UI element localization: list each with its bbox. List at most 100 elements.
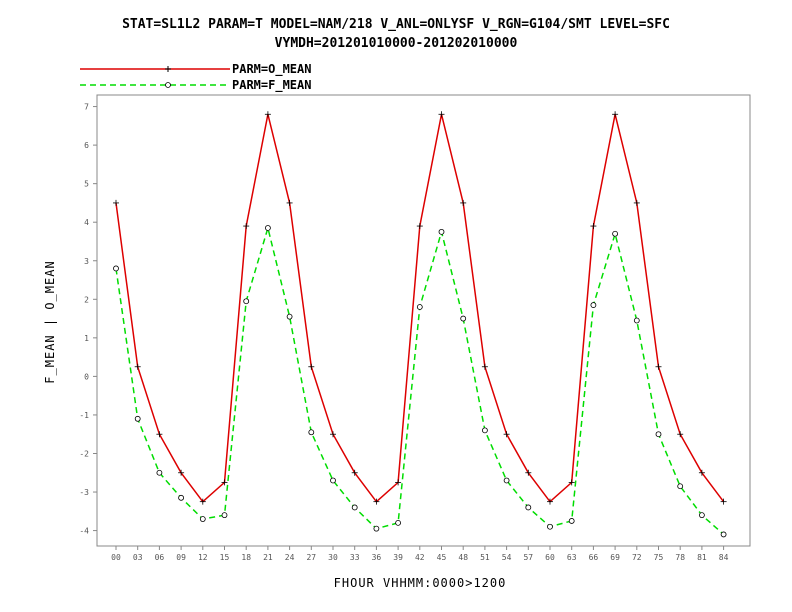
x-tick-label: 36: [372, 553, 382, 562]
data-point-o-mean: [568, 479, 575, 486]
x-tick-label: 09: [176, 553, 186, 562]
x-tick-label: 63: [567, 553, 577, 562]
data-point-f-mean: [460, 315, 467, 322]
y-tick-label: 3: [84, 257, 89, 266]
data-point-o-mean: [221, 479, 228, 486]
y-tick-label: -1: [79, 411, 89, 420]
y-tick-label: 2: [84, 295, 89, 304]
x-tick-label: 69: [610, 553, 620, 562]
data-point-f-mean: [547, 523, 553, 530]
x-tick-label: 48: [458, 553, 468, 562]
x-tick-label: 84: [719, 553, 729, 562]
data-point-o-mean: [677, 431, 684, 438]
data-point-o-mean: [590, 223, 597, 230]
data-point-f-mean: [568, 518, 575, 524]
x-tick-label: 12: [198, 553, 208, 562]
data-point-f-mean: [481, 427, 488, 434]
x-tick-label: 51: [480, 553, 490, 562]
data-point-f-mean: [677, 483, 684, 490]
data-point-o-mean: [633, 199, 640, 206]
x-tick-label: 60: [545, 553, 555, 562]
y-tick-label: 4: [84, 218, 89, 227]
data-point-f-mean: [134, 415, 141, 422]
data-point-o-mean: [416, 223, 423, 230]
y-tick-label: 7: [84, 103, 89, 112]
legend-label-o-mean: PARM=O_MEAN: [232, 62, 312, 76]
x-tick-label: 72: [632, 553, 642, 562]
x-tick-label: 57: [523, 553, 533, 562]
data-point-o-mean: [612, 111, 619, 118]
data-point-o-mean: [481, 363, 488, 370]
x-tick-label: 24: [285, 553, 295, 562]
data-point-f-mean: [633, 317, 640, 324]
data-point-f-mean: [655, 431, 662, 438]
data-point-o-mean: [243, 223, 250, 230]
legend-line-f-mean: [80, 82, 230, 88]
data-point-o-mean: [330, 431, 336, 438]
data-point-o-mean: [351, 469, 358, 476]
data-point-o-mean: [438, 111, 445, 118]
data-point-o-mean: [308, 363, 315, 370]
y-tick-label: 5: [84, 180, 89, 189]
data-point-f-mean: [243, 298, 250, 305]
data-point-f-mean: [590, 302, 597, 308]
data-point-o-mean: [373, 498, 380, 505]
data-point-f-mean: [199, 516, 206, 522]
y-tick-label: -4: [79, 527, 89, 536]
x-tick-label: 18: [241, 553, 251, 562]
data-point-f-mean: [416, 304, 423, 310]
chart-title: STAT=SL1L2 PARAM=T MODEL=NAM/218 V_ANL=O…: [122, 17, 670, 32]
x-tick-label: 39: [393, 553, 403, 562]
data-point-f-mean: [503, 477, 510, 484]
x-axis-label: FHOUR VHHMM:0000>1200: [333, 576, 507, 590]
x-tick-label: 21: [263, 553, 273, 562]
data-point-o-mean: [720, 498, 727, 505]
data-point-o-mean: [134, 363, 141, 370]
x-tick-label: 03: [133, 553, 143, 562]
x-tick-label: 06: [155, 553, 165, 562]
x-tick-label: 81: [697, 553, 707, 562]
x-tick-label: 00: [111, 553, 121, 562]
data-point-f-mean: [612, 230, 618, 237]
data-point-f-mean: [373, 525, 380, 532]
data-point-f-mean: [264, 225, 271, 231]
chart-subtitle: VYMDH=201201010000-201202010000: [274, 36, 518, 51]
y-tick-label: 1: [84, 334, 89, 343]
data-point-f-mean: [395, 519, 402, 526]
data-point-f-mean: [525, 504, 532, 511]
data-point-o-mean: [199, 498, 206, 505]
y-axis-label: F_MEAN | O_MEAN: [43, 260, 57, 384]
x-tick-label: 45: [437, 553, 447, 562]
data-point-o-mean: [178, 469, 185, 476]
data-point-f-mean: [699, 512, 705, 519]
plot-frame: [96, 94, 751, 547]
data-point-o-mean: [395, 479, 402, 486]
x-tick-label: 78: [675, 553, 685, 562]
x-tick-label: 42: [415, 553, 425, 562]
x-tick-label: 30: [328, 553, 338, 562]
data-point-f-mean: [113, 265, 119, 272]
y-tick-label: 6: [84, 141, 89, 150]
legend-line-o-mean: [80, 66, 230, 72]
data-point-f-mean: [330, 477, 336, 484]
data-point-f-mean: [286, 313, 293, 320]
data-point-o-mean: [113, 199, 119, 206]
data-point-o-mean: [547, 498, 553, 505]
data-point-f-mean: [221, 512, 228, 519]
data-point-o-mean: [286, 199, 293, 206]
x-tick-label: 33: [350, 553, 360, 562]
x-tick-label: 27: [306, 553, 316, 562]
data-point-o-mean: [525, 469, 532, 476]
data-point-o-mean: [503, 431, 510, 438]
x-tick-label: 75: [654, 553, 664, 562]
y-tick-label: 0: [84, 372, 89, 381]
data-point-o-mean: [264, 111, 271, 118]
x-tick-label: 66: [589, 553, 599, 562]
data-point-f-mean: [438, 228, 445, 235]
data-point-f-mean: [178, 494, 185, 501]
data-point-o-mean: [655, 363, 662, 370]
data-point-o-mean: [698, 469, 705, 476]
data-point-f-mean: [351, 504, 358, 511]
x-tick-label: 54: [502, 553, 512, 562]
